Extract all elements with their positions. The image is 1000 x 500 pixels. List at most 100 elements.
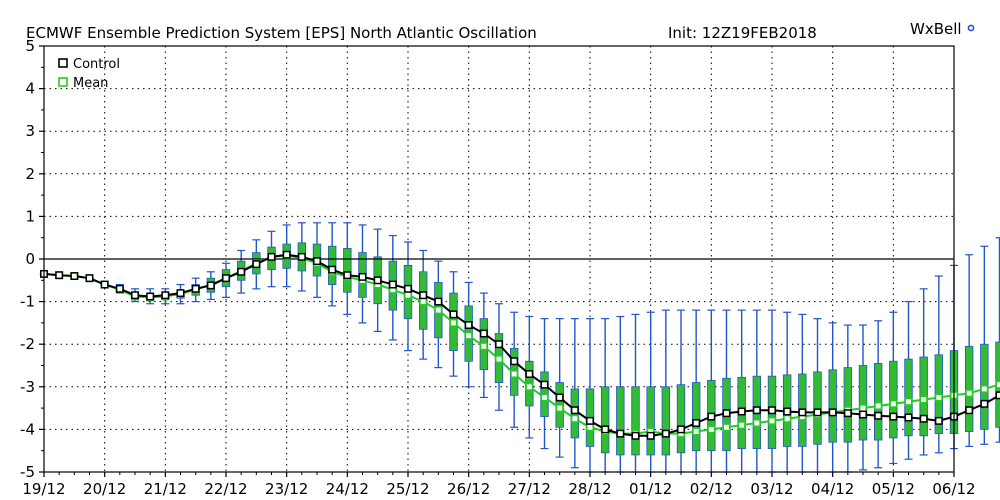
y-tick-label: -2 — [20, 335, 35, 353]
control-point — [388, 280, 397, 289]
mean-point — [434, 306, 443, 315]
legend-control-marker — [58, 58, 68, 68]
x-tick-label: 01/12 — [629, 480, 672, 498]
control-point — [282, 250, 291, 259]
control-point — [449, 310, 458, 319]
control-point — [677, 425, 685, 434]
control-point — [737, 407, 746, 416]
mean-point — [404, 291, 412, 300]
mean-point — [449, 318, 458, 327]
control-point — [540, 380, 549, 389]
mean-point — [859, 404, 867, 413]
control-point — [404, 284, 412, 293]
y-tick-label: -4 — [20, 420, 35, 438]
control-point — [373, 276, 382, 285]
chart-title: ECMWF Ensemble Prediction System [EPS] N… — [26, 24, 537, 42]
ensemble-box — [631, 386, 640, 456]
mean-point — [904, 397, 913, 406]
control-point — [692, 419, 701, 427]
mean-point — [722, 423, 731, 432]
x-tick-label: 21/12 — [144, 480, 187, 498]
mean-point — [965, 389, 974, 398]
control-point — [525, 370, 534, 378]
control-point — [661, 429, 670, 438]
mean-point — [752, 419, 761, 427]
mean-series — [40, 251, 1000, 438]
ensemble-box — [843, 367, 853, 443]
control-point — [100, 280, 109, 289]
control-point — [115, 284, 124, 293]
ensemble-box — [676, 384, 686, 454]
control-point — [510, 357, 519, 366]
x-tick-label: 24/12 — [326, 480, 369, 498]
control-point — [55, 271, 64, 280]
control-point — [752, 406, 761, 415]
legend-mean-marker — [58, 77, 68, 87]
x-tick-label: 05/12 — [872, 480, 915, 498]
control-point — [237, 267, 246, 276]
x-tick-label: 03/12 — [750, 480, 793, 498]
mean-point — [464, 331, 473, 340]
control-point — [980, 399, 989, 408]
control-point — [85, 274, 94, 283]
control-point — [479, 329, 488, 338]
x-tick-label: 23/12 — [265, 480, 308, 498]
y-tick-label: -1 — [20, 293, 35, 311]
y-tick-label: -3 — [20, 378, 35, 396]
y-tick-label: 5 — [25, 37, 35, 55]
control-series — [40, 250, 1000, 440]
x-tick-label: 04/12 — [811, 480, 854, 498]
legend: Control Mean — [58, 57, 120, 91]
brand-logo: WxBell — [910, 20, 962, 38]
y-tick-label: 3 — [25, 122, 35, 140]
control-point — [464, 321, 473, 329]
ensemble-box — [600, 386, 610, 454]
control-point — [646, 431, 655, 440]
control-point — [495, 340, 503, 349]
ensemble-box — [327, 245, 337, 285]
control-point — [601, 425, 610, 434]
legend-mean-label: Mean — [73, 76, 108, 91]
x-tick-label: 26/12 — [447, 480, 490, 498]
control-point — [328, 265, 337, 274]
ensemble-box — [691, 382, 701, 452]
control-point — [859, 410, 867, 419]
control-point — [768, 406, 776, 415]
control-point — [616, 429, 625, 438]
control-point — [919, 414, 928, 423]
y-tick-label: -5 — [20, 463, 35, 481]
control-point — [70, 272, 79, 280]
mean-point — [889, 399, 898, 408]
mean-point — [570, 414, 579, 423]
control-point — [358, 272, 367, 281]
mean-point — [495, 355, 503, 364]
plot-frame — [43, 45, 955, 473]
x-tick-label: 02/12 — [690, 480, 733, 498]
y-tick-label: 1 — [25, 207, 35, 225]
x-tick-label: 06/12 — [932, 480, 975, 498]
mean-point — [737, 421, 746, 430]
ensemble-box — [661, 386, 671, 456]
control-point — [904, 413, 913, 422]
mean-point — [874, 402, 883, 410]
control-point — [874, 411, 883, 420]
y-tick-label: 4 — [25, 80, 35, 98]
mean-point — [783, 414, 792, 423]
control-point — [434, 297, 443, 306]
control-point — [707, 412, 716, 421]
ensemble-box — [904, 358, 913, 437]
control-point — [934, 416, 943, 425]
control-point — [252, 260, 261, 269]
x-axis-ticks: 19/12 20/12 21/12 22/12 23/12 24/12 25/12 26/12… — [22, 472, 976, 498]
control-point — [889, 412, 898, 421]
ensemble-boxes — [39, 242, 1000, 456]
control-point — [191, 284, 200, 293]
control-point — [798, 408, 807, 417]
mean-point — [692, 427, 701, 436]
mean-point — [980, 384, 989, 393]
ensemble-box — [964, 345, 974, 432]
init-label: Init: 12Z19FEB2018 — [668, 24, 817, 42]
ensemble-box — [646, 386, 655, 456]
mean-point — [768, 416, 776, 425]
